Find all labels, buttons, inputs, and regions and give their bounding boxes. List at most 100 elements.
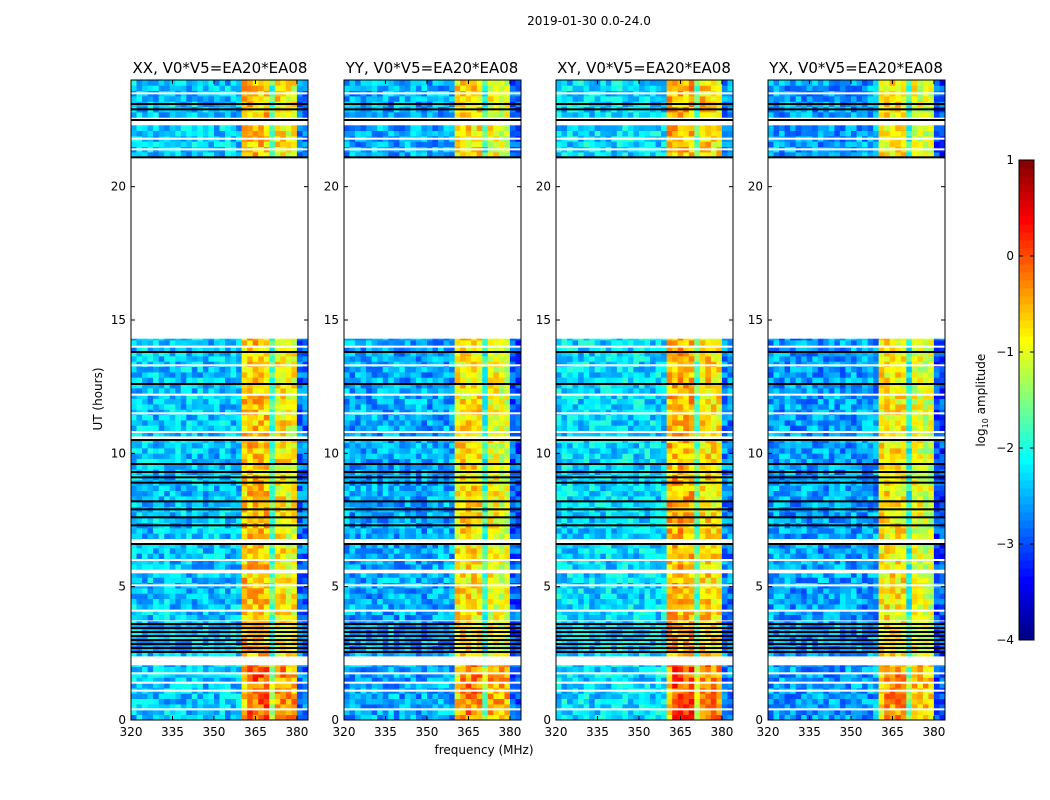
heatmap-cell: [258, 614, 265, 621]
heatmap-cell: [454, 548, 461, 554]
heatmap-cell: [131, 425, 137, 431]
heatmap-cell: [158, 125, 165, 131]
heatmap-cell: [371, 340, 378, 346]
heatmap-cell: [175, 338, 182, 341]
heatmap-cell: [131, 553, 137, 559]
heatmap-cell: [349, 553, 356, 559]
heatmap-cell: [136, 485, 143, 491]
heatmap-cell: [258, 634, 265, 641]
heatmap-cell: [274, 609, 281, 615]
heatmap-cell: [258, 624, 265, 630]
heatmap-cell: [482, 593, 489, 599]
heatmap-cell: [225, 588, 231, 594]
heatmap-cell: [393, 564, 400, 570]
heatmap-cell: [438, 698, 444, 705]
heatmap-cell: [415, 588, 422, 594]
heatmap-cell: [269, 553, 276, 559]
heatmap-cell: [280, 704, 287, 710]
heatmap-cell: [158, 338, 165, 341]
heatmap-cell: [180, 598, 187, 605]
heatmap-cell: [241, 340, 248, 346]
heatmap-cell: [393, 356, 400, 362]
heatmap-cell: [427, 340, 433, 346]
heatmap-cell: [487, 340, 494, 346]
heatmap-cell: [225, 112, 231, 118]
heatmap-cell: [180, 420, 187, 426]
heatmap-cell: [147, 372, 154, 378]
heatmap-cell: [291, 448, 298, 454]
heatmap-cell: [175, 577, 182, 583]
heatmap-cell: [280, 485, 287, 491]
heatmap-cell: [404, 442, 411, 449]
heatmap-cell: [421, 598, 428, 605]
heatmap-cell: [274, 548, 281, 554]
heatmap-cell: [296, 624, 303, 630]
heatmap-cell: [460, 377, 467, 383]
heatmap-cell: [263, 125, 270, 131]
heatmap-cell: [285, 709, 292, 715]
heatmap-cell: [236, 665, 242, 667]
heatmap-cell: [427, 372, 433, 378]
heatmap-cell: [404, 340, 411, 346]
heatmap-cell: [142, 665, 148, 667]
heatmap-cell: [225, 598, 231, 605]
heatmap-cell: [291, 501, 298, 507]
heatmap-cell: [360, 338, 367, 341]
heatmap-cell: [197, 96, 204, 102]
heatmap-cell: [158, 698, 165, 705]
heatmap-cell: [377, 453, 384, 459]
heatmap-cell: [415, 604, 422, 610]
heatmap-cell: [180, 588, 187, 594]
heatmap-cell: [432, 377, 439, 383]
heatmap-cell: [460, 577, 467, 583]
heatmap-cell: [263, 548, 270, 554]
heatmap-cell: [421, 404, 428, 410]
heatmap-cell: [208, 404, 215, 410]
heatmap-cell: [449, 448, 455, 454]
heatmap-cell: [230, 404, 237, 410]
heatmap-cell: [131, 340, 137, 346]
heatmap-cell: [225, 564, 231, 570]
heatmap-cell: [158, 96, 165, 102]
heatmap-cell: [214, 564, 220, 570]
heatmap-cell: [285, 624, 292, 630]
heatmap-cell: [131, 356, 137, 362]
heatmap-cell: [147, 634, 154, 641]
heatmap-cell: [197, 512, 204, 518]
heatmap-cell: [269, 533, 276, 539]
heatmap-cell: [344, 404, 350, 410]
heatmap-cell: [274, 704, 281, 710]
heatmap-cell: [504, 485, 511, 491]
heatmap-cell: [241, 640, 248, 646]
heatmap-cell: [366, 485, 372, 491]
heatmap-cell: [393, 442, 400, 449]
heatmap-cell: [377, 388, 384, 394]
heatmap-cell: [241, 372, 248, 378]
heatmap-cell: [498, 372, 505, 378]
heatmap-cell: [296, 517, 303, 523]
heatmap-cell: [498, 448, 505, 454]
heatmap-cell: [302, 634, 309, 641]
heatmap-cell: [280, 598, 287, 605]
heatmap-cell: [169, 85, 176, 91]
heatmap-cell: [241, 704, 248, 710]
heatmap-cell: [460, 593, 467, 599]
heatmap-cell: [493, 340, 500, 346]
heatmap-cell: [191, 665, 198, 667]
heatmap-cell: [443, 553, 450, 559]
heatmap-cell: [191, 677, 198, 683]
heatmap-cell: [285, 141, 292, 147]
heatmap-cell: [371, 356, 378, 362]
heatmap-cell: [296, 490, 303, 497]
heatmap-cell: [460, 614, 467, 621]
heatmap-cell: [230, 533, 237, 539]
heatmap-cell: [427, 453, 433, 459]
heatmap-cell: [208, 414, 215, 421]
heatmap-cell: [230, 588, 237, 594]
heatmap-cell: [421, 485, 428, 491]
heatmap-cell: [454, 666, 461, 673]
heatmap-cell: [438, 340, 444, 346]
heatmap-cell: [214, 682, 220, 689]
heatmap-cell: [280, 414, 287, 421]
heatmap-cell: [410, 598, 417, 605]
